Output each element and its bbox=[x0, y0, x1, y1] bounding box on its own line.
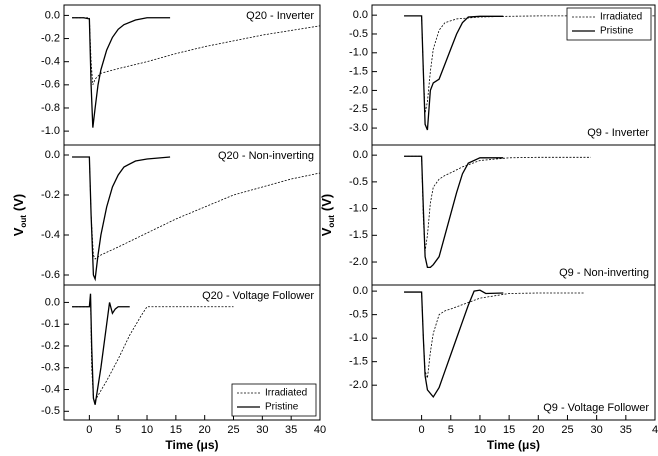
legend-box bbox=[231, 383, 317, 417]
series-line bbox=[72, 17, 321, 85]
x-tick-label: 10 bbox=[474, 424, 486, 436]
panel-title: Q9 - Non-inverting bbox=[559, 267, 649, 279]
x-tick-label: 25 bbox=[561, 424, 573, 436]
y-tick-label: -2.5 bbox=[349, 103, 368, 115]
plot-frame bbox=[63, 4, 321, 146]
y-axis-label-main: V bbox=[319, 227, 334, 236]
y-axis-label-sub: out bbox=[19, 215, 28, 228]
panel-title: Q20 - Non-inverting bbox=[218, 150, 314, 162]
x-tick-label: 0 bbox=[419, 424, 425, 436]
y-tick-label: -3.0 bbox=[349, 122, 368, 134]
x-tick-label: 5 bbox=[448, 424, 454, 436]
y-tick-label: -0.4 bbox=[41, 56, 60, 68]
x-tick-label: 30 bbox=[591, 424, 603, 436]
x-tick-label: 25 bbox=[227, 424, 239, 436]
plot-frame bbox=[371, 284, 656, 421]
panel-title: Q9 - Voltage Follower bbox=[543, 402, 649, 414]
legend-label: Pristine bbox=[265, 402, 299, 413]
y-axis-label-sub: out bbox=[327, 215, 336, 228]
plot-frame bbox=[63, 284, 321, 421]
y-axis-label-unit: (V) bbox=[319, 194, 334, 211]
plot-frame bbox=[63, 144, 321, 286]
y-tick-label: -0.5 bbox=[349, 176, 368, 188]
plot-frame bbox=[371, 144, 656, 286]
x-tick-label: 20 bbox=[199, 424, 211, 436]
y-tick-label: -0.2 bbox=[41, 32, 60, 44]
y-tick-label: -1.0 bbox=[349, 332, 368, 344]
y-tick-label: -0.4 bbox=[41, 383, 60, 395]
series-line bbox=[72, 156, 171, 282]
x-tick-label: 20 bbox=[532, 424, 544, 436]
y-tick-label: -2.0 bbox=[349, 256, 368, 268]
y-tick-label: -2.0 bbox=[349, 84, 368, 96]
series-line bbox=[404, 15, 504, 131]
y-tick-label: -0.3 bbox=[41, 362, 60, 374]
panel-title: Q20 - Voltage Follower bbox=[202, 290, 314, 302]
y-tick-label: -0.1 bbox=[41, 318, 60, 330]
y-tick-label: -0.5 bbox=[41, 405, 60, 417]
series-line bbox=[72, 156, 321, 260]
legend-box bbox=[566, 7, 652, 41]
y-axis-label-unit: (V) bbox=[11, 194, 26, 211]
y-tick-label: 0.0 bbox=[353, 285, 368, 297]
y-tick-label: -0.2 bbox=[41, 340, 60, 352]
legend-label: Pristine bbox=[600, 26, 634, 37]
y-tick-label: -1.5 bbox=[349, 356, 368, 368]
series-line bbox=[404, 289, 504, 399]
y-tick-label: -0.6 bbox=[41, 269, 60, 281]
y-axis-label: Vout (V) bbox=[319, 194, 336, 236]
x-tick-label: 5 bbox=[115, 424, 121, 436]
x-tick-label: 35 bbox=[620, 424, 632, 436]
series-line bbox=[72, 293, 130, 405]
y-tick-label: -0.5 bbox=[349, 309, 368, 321]
x-axis-label: Time (μs) bbox=[165, 438, 218, 452]
series-line bbox=[404, 155, 504, 269]
y-tick-label: -0.8 bbox=[41, 102, 60, 114]
x-axis-label: Time (μs) bbox=[487, 438, 540, 452]
y-tick-label: -1.5 bbox=[349, 66, 368, 78]
y-tick-label: -0.2 bbox=[41, 189, 60, 201]
y-tick-label: 0.0 bbox=[45, 9, 60, 21]
x-tick-label: 30 bbox=[256, 424, 268, 436]
panel-title: Q9 - Inverter bbox=[587, 127, 649, 139]
x-tick-label: 35 bbox=[285, 424, 297, 436]
x-tick-label: 0 bbox=[86, 424, 92, 436]
x-tick-label: 4 bbox=[652, 424, 658, 436]
y-tick-label: 0.0 bbox=[353, 149, 368, 161]
x-tick-label: 10 bbox=[141, 424, 153, 436]
y-tick-label: -0.6 bbox=[41, 79, 60, 91]
series-line bbox=[404, 291, 585, 379]
series-line bbox=[72, 295, 234, 402]
panel-title: Q20 - Inverter bbox=[246, 10, 314, 22]
y-tick-label: 0.0 bbox=[45, 149, 60, 161]
y-tick-label: -1.0 bbox=[349, 47, 368, 59]
x-tick-label: 15 bbox=[503, 424, 515, 436]
y-axis-label: Vout (V) bbox=[11, 194, 28, 236]
x-tick-label: 15 bbox=[170, 424, 182, 436]
legend-label: Irradiated bbox=[265, 388, 307, 399]
x-tick-label: 40 bbox=[314, 424, 326, 436]
y-tick-label: -1.5 bbox=[349, 229, 368, 241]
y-tick-label: -1.0 bbox=[349, 202, 368, 214]
y-tick-label: 0.0 bbox=[353, 9, 368, 21]
y-tick-label: -2.0 bbox=[349, 379, 368, 391]
y-tick-label: -0.4 bbox=[41, 229, 60, 241]
legend-label: Irradiated bbox=[600, 12, 642, 23]
y-tick-label: -1.0 bbox=[41, 125, 60, 137]
series-line bbox=[72, 17, 171, 128]
y-tick-label: -0.5 bbox=[349, 28, 368, 40]
y-tick-label: 0.0 bbox=[45, 296, 60, 308]
y-axis-label-main: V bbox=[11, 227, 26, 236]
series-line bbox=[404, 155, 591, 252]
